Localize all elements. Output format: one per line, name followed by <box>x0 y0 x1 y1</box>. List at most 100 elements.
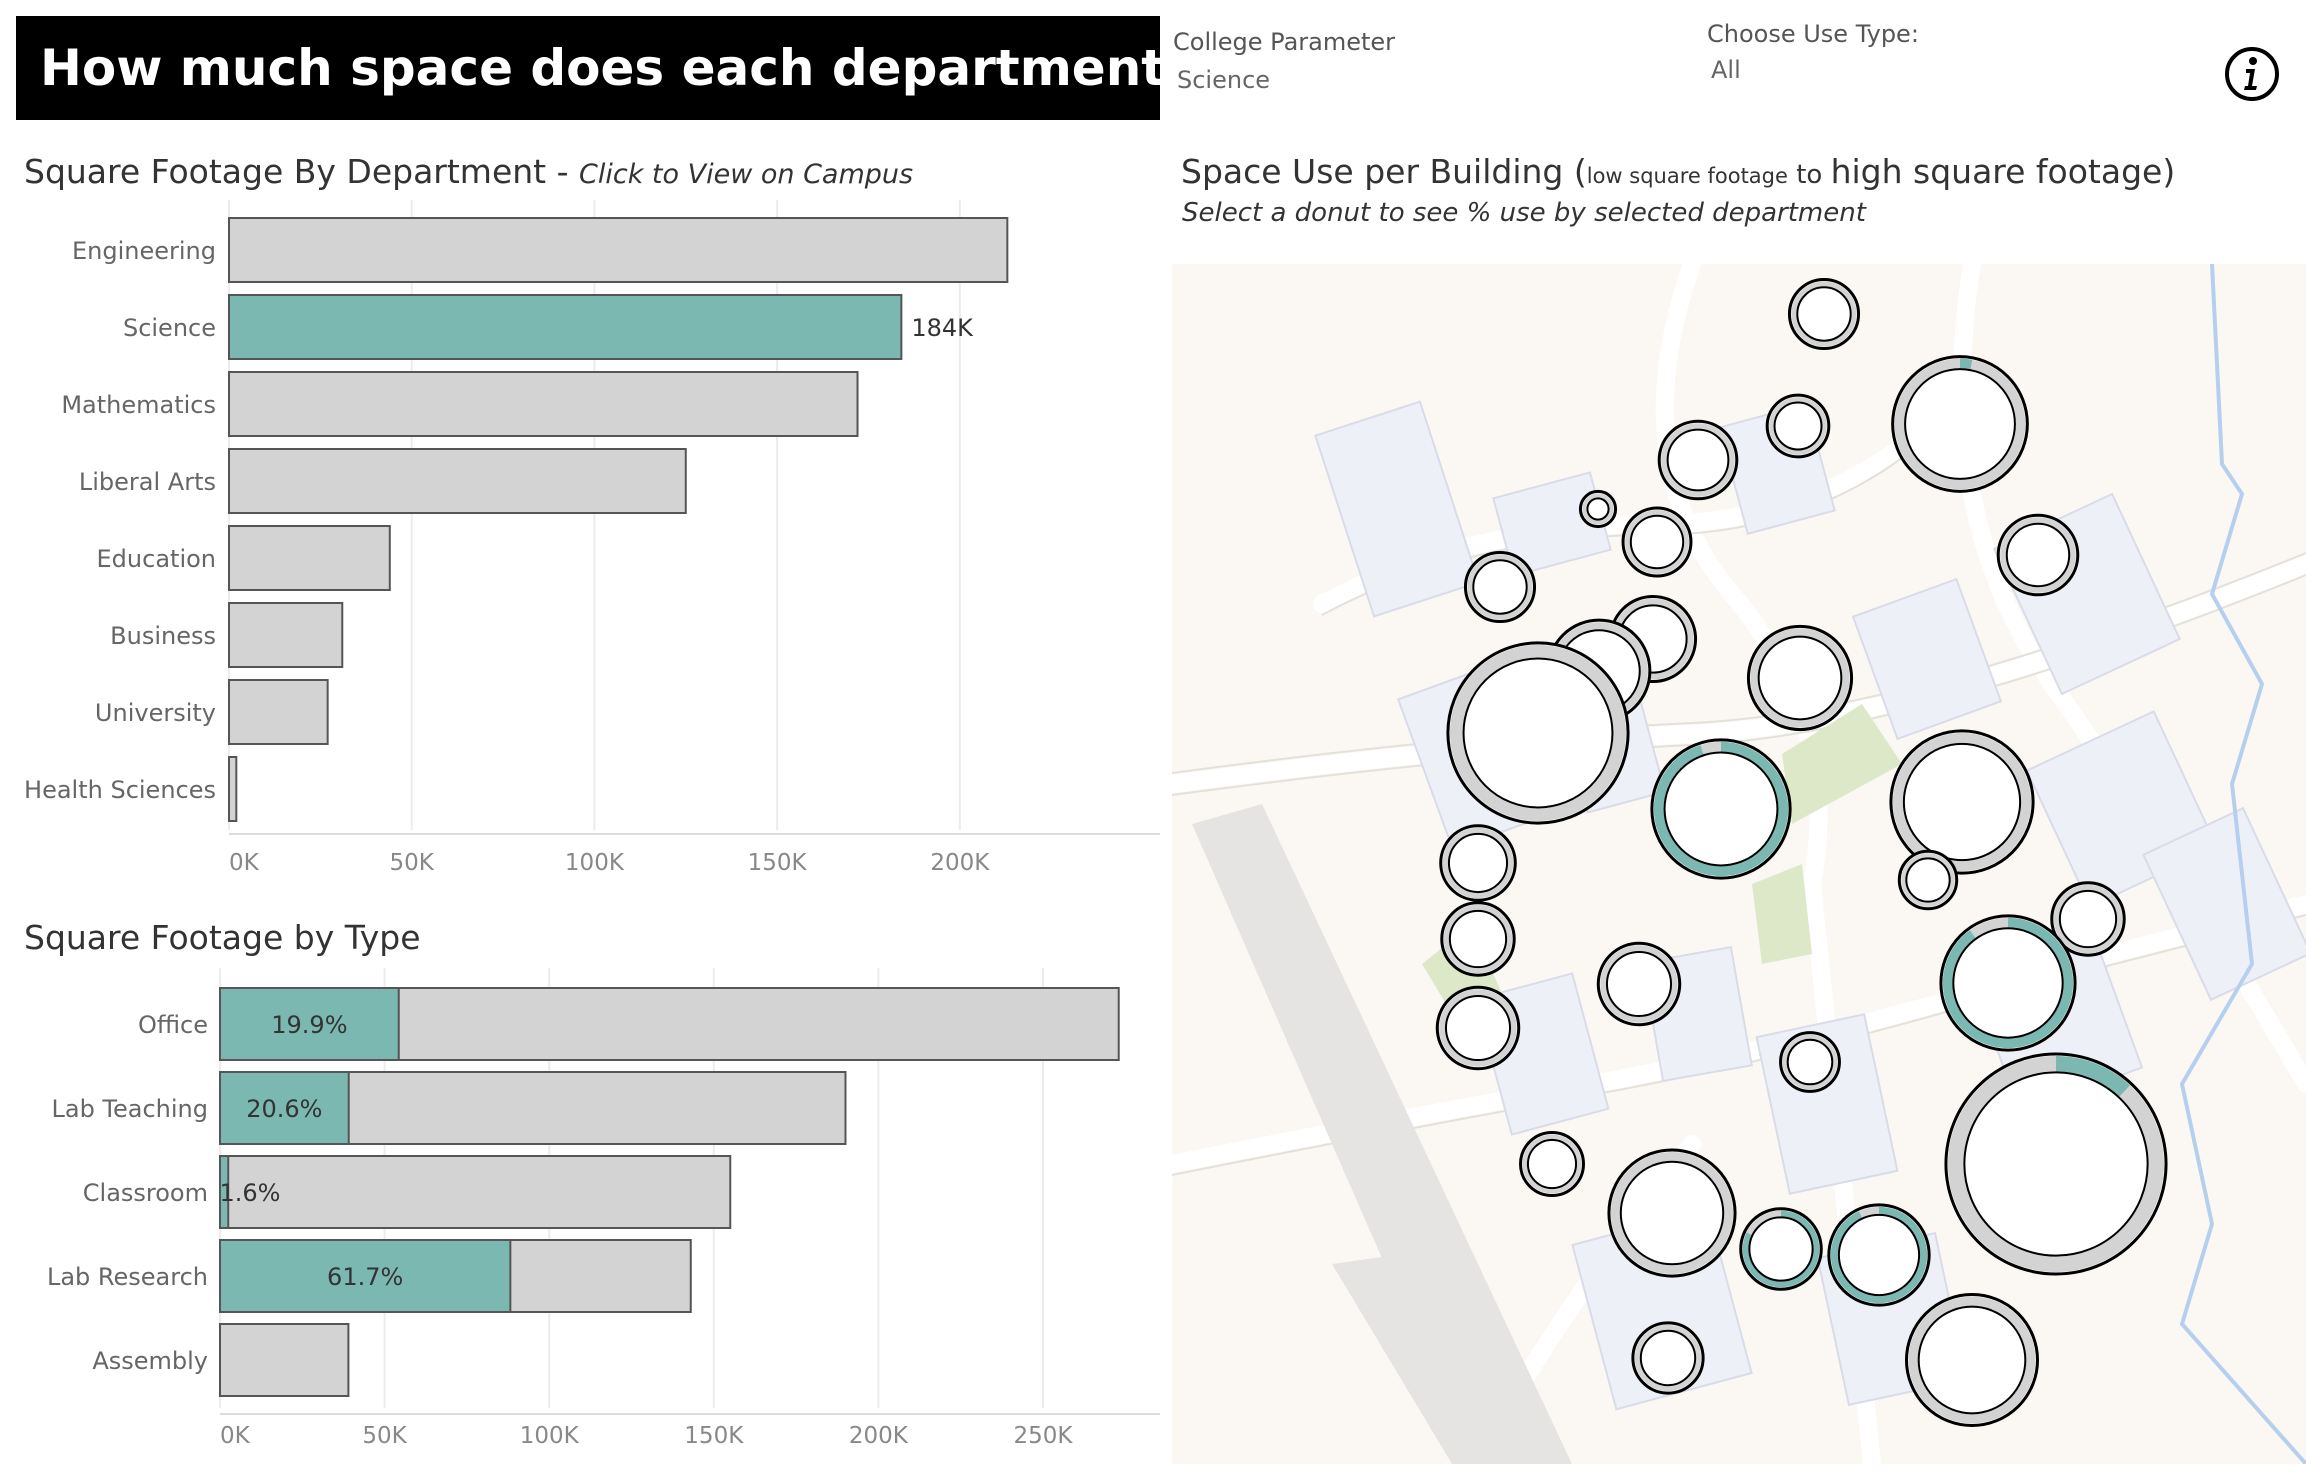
type-data-label: 19.9% <box>271 1011 347 1039</box>
building-donut[interactable] <box>1439 824 1517 902</box>
dept-category-label: Business <box>110 622 216 650</box>
building-donut[interactable] <box>1463 550 1537 624</box>
dashboard-title-box: How much space does each department use? <box>16 16 1311 120</box>
use-type-filter[interactable]: Choose Use Type: All <box>1707 20 1919 84</box>
dept-chart-title-hint: Click to View on Campus <box>579 159 914 190</box>
type-data-label: 1.6% <box>220 1179 281 1207</box>
building-donut[interactable] <box>1596 941 1682 1027</box>
type-bar-selected[interactable] <box>219 1071 350 1145</box>
dept-category-label: Science <box>123 314 216 342</box>
building-donut[interactable] <box>1440 901 1516 977</box>
dept-bar[interactable] <box>228 371 859 437</box>
map-title-a: Space Use per Building ( <box>1181 152 1587 191</box>
dept-x-tick: 200K <box>930 850 990 876</box>
building-donuts[interactable] <box>1435 277 2168 1428</box>
building-donut[interactable] <box>1779 1031 1841 1093</box>
building-donut[interactable] <box>1944 1052 2168 1276</box>
map-rail <box>1192 804 1572 1464</box>
building-donut[interactable] <box>1607 1148 1737 1278</box>
dept-bar[interactable] <box>228 217 1009 283</box>
building-donut[interactable] <box>1891 355 2029 493</box>
type-bar-selected[interactable] <box>219 987 400 1061</box>
type-chart-title: Square Footage by Type <box>24 918 421 957</box>
type-x-tick: 150K <box>684 1423 744 1449</box>
dept-bar-chart[interactable]: Engineering Science 184K Mathematics Liberal… <box>0 200 1160 890</box>
building-donut-share <box>1830 1206 1928 1304</box>
type-bar-selected[interactable] <box>219 1155 230 1229</box>
dept-category-label: University <box>95 699 216 727</box>
map-subtitle: Select a donut to see % use by selected … <box>1182 198 1866 228</box>
building-donut[interactable] <box>1904 1292 2040 1428</box>
building-donut-share <box>1942 917 2074 1049</box>
dept-category-label: Health Sciences <box>24 776 216 804</box>
building-donut-share <box>1894 358 2026 490</box>
building-donut[interactable] <box>1578 489 1618 529</box>
type-bar-chart[interactable]: Office 19.9% Lab Teaching 20.6% Classroom 1.6… <box>0 968 1160 1458</box>
dept-chart-title-text: Square Footage By Department - <box>24 152 579 191</box>
building-donut-share <box>1653 741 1789 877</box>
type-x-tick: 200K <box>849 1423 909 1449</box>
building-donut[interactable] <box>1897 849 1959 911</box>
dashboard-title: How much space does each department use? <box>40 39 1311 97</box>
building-donut[interactable] <box>1650 738 1792 880</box>
college-parameter-label: College Parameter <box>1173 28 1396 56</box>
dept-bar[interactable] <box>228 294 903 360</box>
building-donut[interactable] <box>1657 419 1739 501</box>
type-data-label: 61.7% <box>327 1263 403 1291</box>
building-donut[interactable] <box>1446 641 1630 825</box>
type-category-label: Lab Teaching <box>51 1095 208 1123</box>
type-x-tick: 250K <box>1014 1423 1074 1449</box>
building-donut[interactable] <box>1765 393 1831 459</box>
type-category-label: Classroom <box>83 1179 208 1207</box>
dept-bar[interactable] <box>228 602 344 668</box>
building-donut[interactable] <box>1519 1131 1585 1197</box>
type-x-tick: 100K <box>520 1423 580 1449</box>
dept-x-tick: 150K <box>748 850 808 876</box>
dept-x-tick: 50K <box>390 850 435 876</box>
building-donut[interactable] <box>1939 914 2077 1052</box>
dept-x-tick: 0K <box>229 850 260 876</box>
map-title: Space Use per Building (low square foota… <box>1181 152 2175 191</box>
building-donut-share <box>1742 1210 1820 1288</box>
type-bar-selected[interactable] <box>219 1239 512 1313</box>
building-donut[interactable] <box>1787 277 1861 351</box>
map-stream <box>2179 264 2306 1464</box>
use-type-label: Choose Use Type: <box>1707 20 1919 48</box>
map-title-mid: to <box>1787 160 1831 190</box>
building-donut[interactable] <box>2050 881 2126 957</box>
campus-map[interactable] <box>1172 264 2306 1464</box>
building-donut[interactable] <box>1435 985 1521 1071</box>
type-category-label: Lab Research <box>47 1263 208 1291</box>
map-title-low: low square footage <box>1586 164 1788 188</box>
dept-category-label: Liberal Arts <box>79 468 216 496</box>
dept-bar[interactable] <box>228 525 391 591</box>
building-donut[interactable] <box>1739 1207 1823 1291</box>
dept-chart-title: Square Footage By Department - Click to … <box>24 152 913 191</box>
dept-bar[interactable] <box>228 679 329 745</box>
building-donut[interactable] <box>1889 729 2035 875</box>
building-donut[interactable] <box>1827 1203 1931 1307</box>
info-icon[interactable] <box>2222 44 2282 104</box>
dept-x-tick: 100K <box>565 850 625 876</box>
dept-category-label: Engineering <box>72 237 216 265</box>
type-category-label: Office <box>138 1011 208 1039</box>
type-bar-total[interactable] <box>219 1155 732 1229</box>
dept-category-label: Mathematics <box>61 391 216 419</box>
building-donut[interactable] <box>1996 513 2080 597</box>
college-parameter-value[interactable]: Science <box>1177 66 1271 94</box>
dept-bar[interactable] <box>228 756 238 822</box>
use-type-value[interactable]: All <box>1711 56 1741 84</box>
dept-bar[interactable] <box>228 448 687 514</box>
type-category-label: Assembly <box>92 1347 208 1375</box>
map-title-b: high square footage) <box>1830 152 2176 191</box>
type-data-label: 20.6% <box>246 1095 322 1123</box>
building-donut[interactable] <box>1746 624 1854 732</box>
type-x-tick: 0K <box>220 1423 251 1449</box>
dept-data-label: 184K <box>911 314 974 342</box>
type-x-tick: 50K <box>362 1423 407 1449</box>
building-donut-share <box>1947 1055 2165 1273</box>
building-donut[interactable] <box>1621 506 1693 578</box>
college-parameter[interactable]: College Parameter Science <box>1173 28 1395 94</box>
type-bar-total[interactable] <box>219 1323 350 1397</box>
building-donut[interactable] <box>1631 1321 1705 1395</box>
